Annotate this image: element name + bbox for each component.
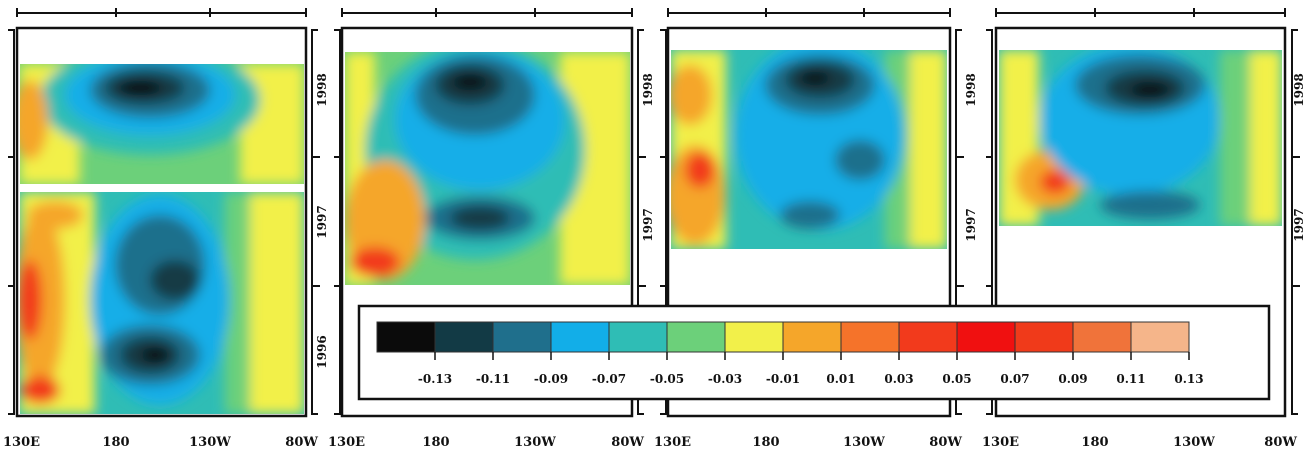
colorbar-label-12: 0.11: [1116, 372, 1145, 386]
colorbar-label-8: 0.03: [884, 372, 913, 386]
colorbar-swatch-9: [898, 321, 958, 353]
panel-1-xtick-3: 80W: [285, 435, 318, 450]
colorbar-swatch-13: [1130, 321, 1190, 353]
colorbar-swatch-1: [434, 321, 494, 353]
top-axes: [16, 8, 1286, 17]
panel-1-xtick-2: 130W: [189, 435, 231, 450]
panel-4-xtick-3: 80W: [1264, 435, 1297, 450]
colorbar-swatch-11: [1014, 321, 1074, 353]
panel-4-field: [999, 50, 1282, 226]
panel-1-field: [20, 64, 304, 414]
colorbar-swatch-12: [1072, 321, 1132, 353]
colorbar-label-5: -0.03: [708, 372, 742, 386]
colorbar-labels: -0.13 -0.11 -0.09 -0.07 -0.05 -0.03 -0.01 0.01 0…: [418, 352, 1204, 386]
panel-frames: [15, 26, 1287, 418]
panel-2-year-1997: 1997: [641, 208, 655, 241]
panel-4-year-1997: 1997: [1292, 208, 1306, 241]
colorbar-label-11: 0.09: [1058, 372, 1087, 386]
panel-4-xtick-1: 180: [1081, 435, 1108, 450]
colorbar-swatch-8: [840, 321, 900, 353]
panel-3-year-1998: 1998: [964, 73, 978, 106]
panel-3-xtick-3: 80W: [929, 435, 962, 450]
panel-3-xtick-0: 130E: [654, 435, 691, 450]
colorbar-label-7: 0.01: [826, 372, 855, 386]
colorbar: [376, 321, 1190, 353]
colorbar-swatch-10: [956, 321, 1016, 353]
panel-1-xtick-0: 130E: [3, 435, 40, 450]
colorbar-swatch-4: [608, 321, 668, 353]
panel-2-xtick-2: 130W: [514, 435, 556, 450]
panel-3-year-1997: 1997: [964, 208, 978, 241]
panel-2-xtick-1: 180: [422, 435, 449, 450]
panel-3-xtick-1: 180: [752, 435, 779, 450]
colorbar-swatch-6: [724, 321, 784, 353]
colorbar-label-13: 0.13: [1174, 372, 1203, 386]
colorbar-label-9: 0.05: [942, 372, 971, 386]
side-axes: [8, 29, 1300, 415]
colorbar-label-3: -0.07: [592, 372, 626, 386]
panel-2-xtick-3: 80W: [611, 435, 644, 450]
colorbar-label-10: 0.07: [1000, 372, 1029, 386]
colorbar-label-0: -0.13: [418, 372, 452, 386]
colorbar-label-4: -0.05: [650, 372, 684, 386]
colorbar-swatch-5: [666, 321, 726, 353]
y-tick-labels: 1996 1997 1998 1997 1998 1997 1998 1997 1998: [315, 73, 1306, 368]
panel-2-field: [345, 52, 630, 285]
panel-3-xtick-2: 130W: [843, 435, 885, 450]
colorbar-swatch-2: [492, 321, 552, 353]
panel-3-field: [671, 50, 947, 249]
panel-4-xtick-0: 130E: [982, 435, 1019, 450]
colorbar-label-6: -0.01: [766, 372, 800, 386]
panel-4-year-1998: 1998: [1292, 73, 1306, 106]
panel-2-xtick-0: 130E: [328, 435, 365, 450]
colorbar-swatch-0: [376, 321, 436, 353]
panel-2-year-1998: 1998: [641, 73, 655, 106]
panel-1-year-1998: 1998: [315, 73, 329, 106]
x-tick-labels: 130E 180 130W 80W 130E 180 130W 80W 130E 180 130W 8…: [3, 435, 1297, 450]
panel-4-xtick-2: 130W: [1173, 435, 1215, 450]
colorbar-label-1: -0.11: [476, 372, 510, 386]
colorbar-swatch-7: [782, 321, 842, 353]
panel-1-year-1997: 1997: [315, 205, 329, 238]
panel-1-xtick-1: 180: [102, 435, 129, 450]
colorbar-swatch-3: [550, 321, 610, 353]
panel-1-year-1996: 1996: [315, 335, 329, 368]
colorbar-label-2: -0.09: [534, 372, 568, 386]
